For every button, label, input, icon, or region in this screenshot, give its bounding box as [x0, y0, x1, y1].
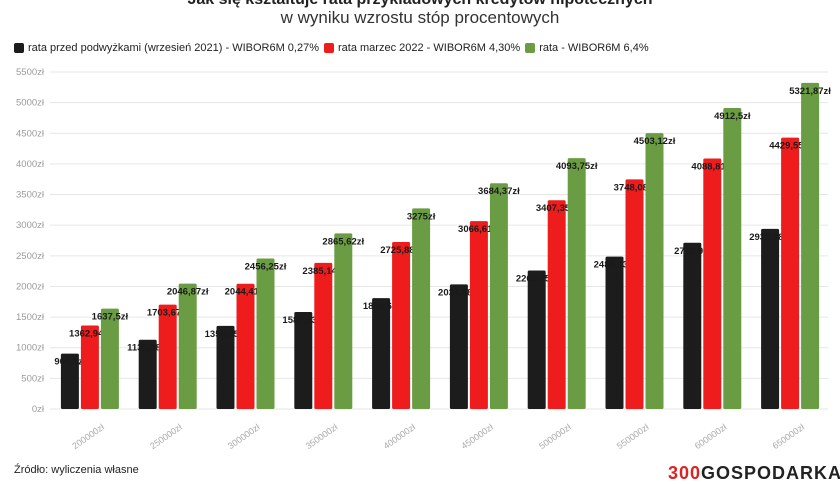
data-label: 2046,87zł: [167, 287, 209, 298]
logo-wordmark: GOSPODARKA: [701, 463, 840, 483]
bar-2: [703, 158, 722, 409]
bar-3: [567, 158, 586, 409]
y-tick-label: 1500zł: [16, 312, 45, 323]
bar-1: [449, 284, 468, 409]
source-note: Źródło: wyliczenia własne: [14, 464, 139, 476]
data-label: 2456,25zł: [245, 261, 287, 272]
legend-label-series-2: rata marzec 2022 - WIBOR6M 4,30%: [338, 42, 521, 54]
chart-subtitle: w wyniku wzrostu stóp procentowych: [280, 8, 560, 27]
legend-swatch-series-1: [14, 43, 24, 53]
legend-label-series-1: rata przed podwyżkami (wrzesień 2021) - …: [28, 42, 319, 54]
data-label: 2938,98zł: [749, 232, 791, 243]
data-label: 3066,61zł: [458, 224, 500, 235]
data-label: 5321,87zł: [789, 86, 831, 97]
bar-1: [60, 353, 79, 409]
data-label: 1582,53zł: [282, 315, 324, 326]
bar-1: [683, 242, 702, 409]
data-label: 1356,45zł: [205, 329, 247, 340]
data-label: 2486,83zł: [594, 260, 636, 271]
chart-title: Jak się kształtuje rata przykładowych kr…: [0, 0, 840, 9]
x-category-label: 450000zł: [459, 422, 495, 451]
bar-3: [412, 208, 431, 409]
x-category-label: 550000zł: [615, 422, 651, 451]
data-label: 4429,55zł: [769, 141, 811, 152]
data-label: 4088,81zł: [691, 161, 733, 172]
bar-3: [645, 133, 664, 410]
y-tick-label: 0zł: [32, 404, 45, 415]
data-label: 3407,35zł: [536, 203, 578, 214]
y-tick-label: 3000zł: [16, 220, 45, 231]
bar-2: [392, 241, 411, 409]
y-tick-label: 5000zł: [16, 98, 45, 109]
bar-3: [723, 107, 742, 409]
bar-2: [314, 262, 333, 409]
bar-1: [605, 256, 624, 409]
data-label: 2044,41zł: [225, 287, 267, 298]
x-category-label: 500000zł: [537, 422, 573, 451]
bar-1: [216, 325, 235, 409]
logo-number: 300: [668, 463, 702, 483]
data-label: 1703,67zł: [147, 308, 189, 319]
legend-item-series-2: rata marzec 2022 - WIBOR6M 4,30%: [324, 42, 520, 54]
x-category-label: 300000zł: [226, 422, 262, 451]
x-category-label: 350000zł: [304, 422, 340, 451]
data-label: 3684,37zł: [478, 186, 520, 197]
bar-3: [334, 233, 353, 409]
data-label: 2865,62zł: [322, 236, 364, 247]
bar-3: [489, 183, 508, 409]
bar-2: [80, 325, 99, 409]
data-label: 2385,14zł: [302, 266, 344, 277]
y-tick-label: 5500zł: [16, 67, 45, 78]
bar-1: [372, 298, 391, 409]
x-category-label: 200000zł: [70, 422, 106, 451]
data-label: 1637,5zł: [92, 312, 129, 323]
bar-1: [138, 339, 157, 409]
data-label: 1808,6zł: [363, 301, 400, 312]
bar-2: [158, 304, 177, 409]
data-label: 3748,08zł: [614, 182, 656, 193]
bar-2: [625, 179, 644, 409]
bar-2: [781, 137, 800, 409]
bar-1: [527, 270, 546, 409]
data-label: 2725,88zł: [380, 245, 422, 256]
y-tick-label: 2500zł: [16, 251, 45, 262]
bar-3: [801, 82, 820, 409]
bar-3: [256, 258, 275, 409]
legend-label-series-3: rata - WIBOR6M 6,4%: [539, 42, 649, 54]
y-tick-label: 4500zł: [16, 128, 45, 139]
y-tick-label: 500zł: [21, 373, 45, 384]
legend-swatch-series-3: [525, 43, 536, 53]
x-category-label: 250000zł: [148, 422, 184, 451]
bar-3: [178, 283, 197, 409]
y-tick-label: 3500zł: [16, 190, 45, 201]
bar-2: [547, 200, 566, 409]
bar-2: [236, 283, 255, 409]
x-category-label: 600000zł: [693, 422, 729, 451]
data-label: 4912,5zł: [714, 111, 751, 122]
x-category-label: 650000zł: [771, 422, 807, 451]
publisher-logo: 300GOSPODARKA: [668, 463, 840, 484]
x-category-label: 400000zł: [382, 422, 418, 451]
legend-item-series-1: rata przed podwyżkami (wrzesień 2021) - …: [14, 42, 319, 54]
data-label: 2712,9zł: [674, 246, 711, 257]
bar-2: [469, 221, 488, 409]
data-label: 4093,75zł: [556, 161, 598, 172]
y-tick-label: 1000zł: [16, 343, 45, 354]
data-label: 3275zł: [407, 211, 436, 222]
data-label: 2260,75zł: [516, 273, 558, 284]
legend-item-series-3: rata - WIBOR6M 6,4%: [525, 42, 649, 54]
data-label: 2034,68zł: [438, 287, 480, 298]
data-label: 904,3zł: [54, 357, 86, 368]
bar-3: [100, 308, 119, 409]
legend-swatch-series-2: [324, 43, 334, 53]
data-label: 1362,94zł: [69, 328, 111, 339]
bar-1: [761, 228, 780, 409]
data-label: 4503,12zł: [634, 136, 676, 147]
bar-1: [294, 312, 313, 409]
y-tick-label: 4000zł: [16, 159, 45, 170]
legend: rata przed podwyżkami (wrzesień 2021) - …: [14, 40, 654, 56]
data-label: 1130,38zł: [127, 343, 169, 354]
y-tick-label: 2000zł: [16, 281, 45, 292]
